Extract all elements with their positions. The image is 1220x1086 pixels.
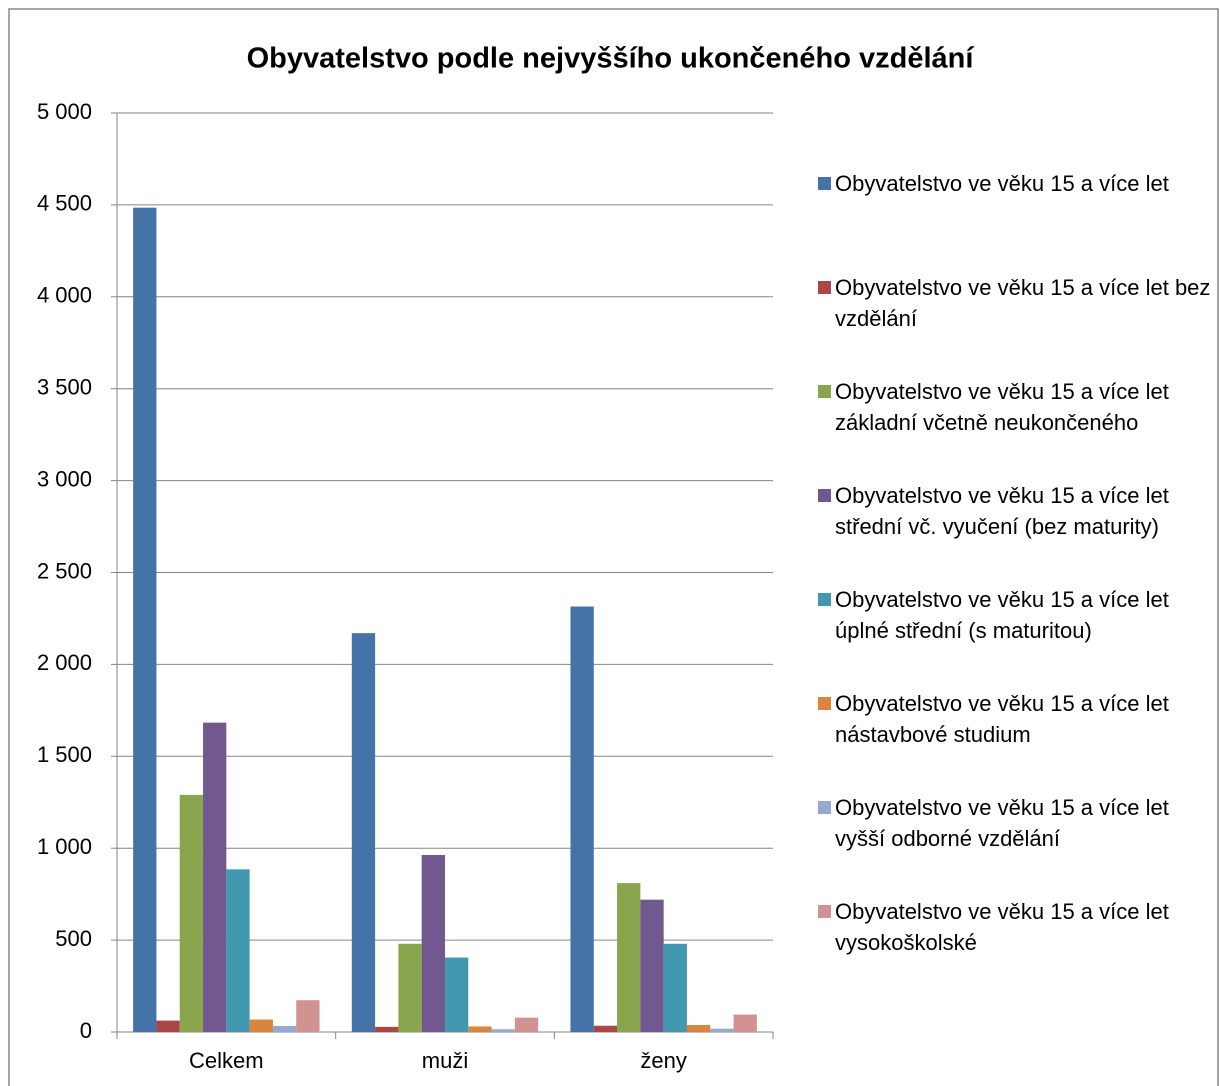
bar	[617, 883, 641, 1032]
legend-swatch	[818, 593, 831, 606]
legend-swatch	[818, 281, 831, 294]
x-tick-label: ženy	[640, 1048, 686, 1073]
y-tick-label: 1 500	[37, 742, 92, 767]
legend-item: Obyvatelstvo ve věku 15 a více let úplné…	[818, 584, 1213, 646]
x-tick-label: Celkem	[189, 1048, 264, 1073]
y-tick-label: 1 000	[37, 834, 92, 859]
chart-border	[8, 8, 1219, 1086]
bar	[640, 899, 664, 1032]
y-tick-label: 4 000	[37, 283, 92, 308]
legend-label: Obyvatelstvo ve věku 15 a více let bez v…	[835, 275, 1211, 331]
y-tick-label: 0	[80, 1018, 92, 1043]
chart-title: Obyvatelstvo podle nejvyššího ukončeného…	[247, 43, 975, 75]
legend-swatch	[818, 489, 831, 502]
bar	[398, 943, 422, 1032]
legend-item: Obyvatelstvo ve věku 15 a více let bez v…	[818, 272, 1213, 334]
bar	[179, 794, 204, 1032]
bar	[570, 606, 594, 1032]
bar	[710, 1028, 734, 1032]
bar	[375, 1026, 399, 1032]
bar	[514, 1017, 539, 1032]
bar	[133, 207, 157, 1033]
legend-label: Obyvatelstvo ve věku 15 a více let vysok…	[835, 899, 1169, 955]
bar	[226, 869, 250, 1032]
bar	[468, 1026, 492, 1032]
legend-swatch	[818, 905, 831, 918]
legend-label: Obyvatelstvo ve věku 15 a více let	[835, 171, 1169, 196]
y-tick-label: 500	[55, 926, 92, 951]
legend-label: Obyvatelstvo ve věku 15 a více let vyšší…	[835, 795, 1169, 851]
legend-item: Obyvatelstvo ve věku 15 a více let	[818, 168, 1213, 199]
bar	[421, 855, 445, 1032]
y-tick-label: 3 000	[37, 466, 92, 491]
y-tick-label: 5 000	[37, 99, 92, 124]
legend-item: Obyvatelstvo ve věku 15 a více let násta…	[818, 688, 1213, 750]
bar	[686, 1025, 711, 1032]
legend-item: Obyvatelstvo ve věku 15 a více let vysok…	[818, 896, 1213, 958]
bar	[156, 1020, 180, 1032]
bar	[272, 1025, 297, 1032]
legend-swatch	[818, 385, 831, 398]
bar	[593, 1025, 618, 1032]
bar	[445, 957, 469, 1032]
legend-label: Obyvatelstvo ve věku 15 a více let zákla…	[835, 379, 1169, 435]
legend-item: Obyvatelstvo ve věku 15 a více let vyšší…	[818, 792, 1213, 854]
legend-swatch	[818, 801, 831, 814]
y-tick-label: 2 500	[37, 558, 92, 583]
legend-label: Obyvatelstvo ve věku 15 a více let úplné…	[835, 587, 1169, 643]
y-tick-label: 4 500	[37, 191, 92, 216]
legend-swatch	[818, 697, 831, 710]
bar	[351, 633, 376, 1032]
bar	[249, 1019, 273, 1032]
bar	[203, 722, 227, 1032]
y-tick-label: 3 500	[37, 375, 92, 400]
bar	[733, 1014, 757, 1032]
legend-item: Obyvatelstvo ve věku 15 a více let zákla…	[818, 376, 1213, 438]
bar	[663, 943, 687, 1032]
legend-label: Obyvatelstvo ve věku 15 a více let střed…	[835, 483, 1169, 539]
y-tick-label: 2 000	[37, 650, 92, 675]
bar	[296, 1000, 320, 1032]
legend-label: Obyvatelstvo ve věku 15 a více let násta…	[835, 691, 1169, 747]
bar	[491, 1029, 515, 1032]
legend-swatch	[818, 177, 831, 190]
legend-item: Obyvatelstvo ve věku 15 a více let střed…	[818, 480, 1213, 542]
x-tick-label: muži	[422, 1048, 468, 1073]
